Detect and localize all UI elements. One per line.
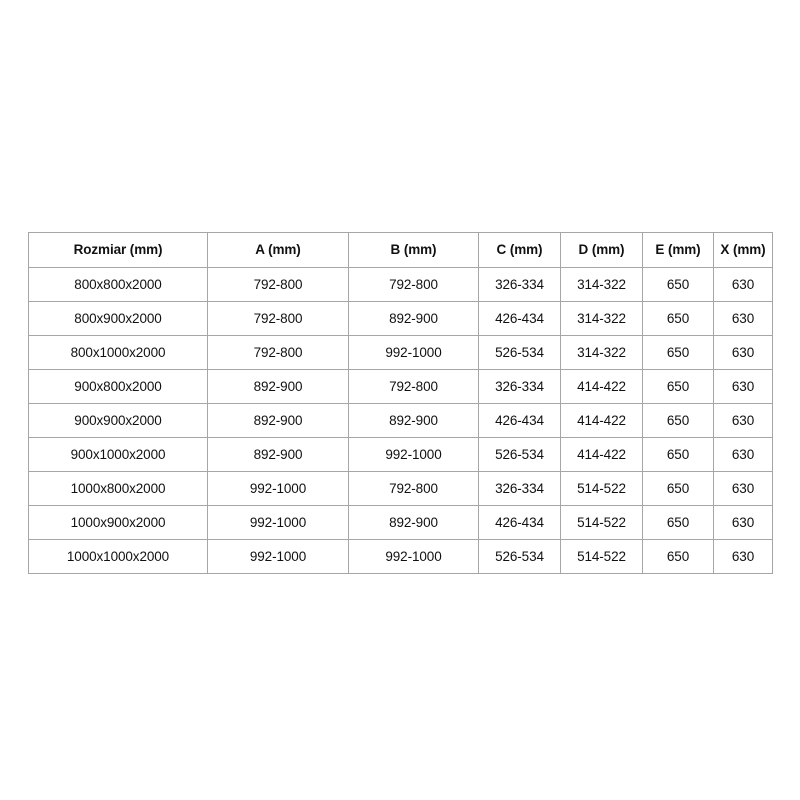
table-row: 1000x900x2000 992-1000 892-900 426-434 5… [28, 505, 773, 540]
cell-size: 900x800x2000 [28, 369, 208, 404]
cell-x: 630 [713, 471, 773, 506]
table-row: 1000x800x2000 992-1000 792-800 326-334 5… [28, 471, 773, 506]
cell-d: 414-422 [560, 403, 643, 438]
cell-e: 650 [642, 471, 714, 506]
cell-c: 426-434 [478, 505, 561, 540]
table-header-row: Rozmiar (mm) A (mm) B (mm) C (mm) D (mm)… [28, 232, 773, 268]
cell-size: 1000x1000x2000 [28, 539, 208, 574]
cell-c: 426-434 [478, 403, 561, 438]
column-header-x: X (mm) [713, 232, 773, 268]
cell-c: 526-534 [478, 539, 561, 574]
cell-c: 426-434 [478, 301, 561, 336]
table-header: Rozmiar (mm) A (mm) B (mm) C (mm) D (mm)… [28, 232, 773, 268]
cell-b: 792-800 [348, 369, 479, 404]
cell-d: 314-322 [560, 267, 643, 302]
cell-e: 650 [642, 505, 714, 540]
cell-size: 1000x800x2000 [28, 471, 208, 506]
cell-a: 792-800 [207, 335, 349, 370]
cell-d: 514-522 [560, 471, 643, 506]
column-header-e: E (mm) [642, 232, 714, 268]
cell-size: 900x900x2000 [28, 403, 208, 438]
cell-b: 992-1000 [348, 437, 479, 472]
cell-b: 992-1000 [348, 539, 479, 574]
table-row: 800x800x2000 792-800 792-800 326-334 314… [28, 267, 773, 302]
cell-size: 800x900x2000 [28, 301, 208, 336]
cell-e: 650 [642, 267, 714, 302]
table-body: 800x800x2000 792-800 792-800 326-334 314… [28, 267, 773, 574]
cell-e: 650 [642, 301, 714, 336]
cell-x: 630 [713, 403, 773, 438]
table-row: 1000x1000x2000 992-1000 992-1000 526-534… [28, 539, 773, 574]
cell-d: 514-522 [560, 539, 643, 574]
table-row: 900x900x2000 892-900 892-900 426-434 414… [28, 403, 773, 438]
cell-x: 630 [713, 301, 773, 336]
cell-e: 650 [642, 369, 714, 404]
cell-a: 992-1000 [207, 505, 349, 540]
cell-a: 792-800 [207, 267, 349, 302]
cell-b: 792-800 [348, 471, 479, 506]
cell-e: 650 [642, 539, 714, 574]
cell-a: 892-900 [207, 437, 349, 472]
cell-size: 1000x900x2000 [28, 505, 208, 540]
cell-d: 414-422 [560, 369, 643, 404]
cell-c: 326-334 [478, 267, 561, 302]
cell-a: 992-1000 [207, 539, 349, 574]
cell-x: 630 [713, 505, 773, 540]
cell-c: 326-334 [478, 369, 561, 404]
column-header-d: D (mm) [560, 232, 643, 268]
cell-x: 630 [713, 539, 773, 574]
cell-size: 800x1000x2000 [28, 335, 208, 370]
cell-d: 414-422 [560, 437, 643, 472]
table-row: 900x800x2000 892-900 792-800 326-334 414… [28, 369, 773, 404]
cell-a: 892-900 [207, 369, 349, 404]
cell-e: 650 [642, 403, 714, 438]
specification-table-container: Rozmiar (mm) A (mm) B (mm) C (mm) D (mm)… [28, 232, 773, 574]
cell-c: 326-334 [478, 471, 561, 506]
column-header-a: A (mm) [207, 232, 349, 268]
cell-b: 792-800 [348, 267, 479, 302]
cell-b: 892-900 [348, 403, 479, 438]
cell-x: 630 [713, 267, 773, 302]
cell-d: 514-522 [560, 505, 643, 540]
cell-a: 792-800 [207, 301, 349, 336]
cell-x: 630 [713, 335, 773, 370]
cell-x: 630 [713, 369, 773, 404]
cell-d: 314-322 [560, 301, 643, 336]
cell-b: 992-1000 [348, 335, 479, 370]
cell-x: 630 [713, 437, 773, 472]
cell-c: 526-534 [478, 437, 561, 472]
column-header-rozmiar: Rozmiar (mm) [28, 232, 208, 268]
cell-size: 800x800x2000 [28, 267, 208, 302]
column-header-c: C (mm) [478, 232, 561, 268]
cell-b: 892-900 [348, 301, 479, 336]
cell-size: 900x1000x2000 [28, 437, 208, 472]
cell-e: 650 [642, 335, 714, 370]
dimensions-table: Rozmiar (mm) A (mm) B (mm) C (mm) D (mm)… [28, 232, 773, 574]
cell-d: 314-322 [560, 335, 643, 370]
table-row: 800x1000x2000 792-800 992-1000 526-534 3… [28, 335, 773, 370]
cell-a: 892-900 [207, 403, 349, 438]
cell-b: 892-900 [348, 505, 479, 540]
table-row: 800x900x2000 792-800 892-900 426-434 314… [28, 301, 773, 336]
cell-a: 992-1000 [207, 471, 349, 506]
table-row: 900x1000x2000 892-900 992-1000 526-534 4… [28, 437, 773, 472]
cell-c: 526-534 [478, 335, 561, 370]
cell-e: 650 [642, 437, 714, 472]
column-header-b: B (mm) [348, 232, 479, 268]
